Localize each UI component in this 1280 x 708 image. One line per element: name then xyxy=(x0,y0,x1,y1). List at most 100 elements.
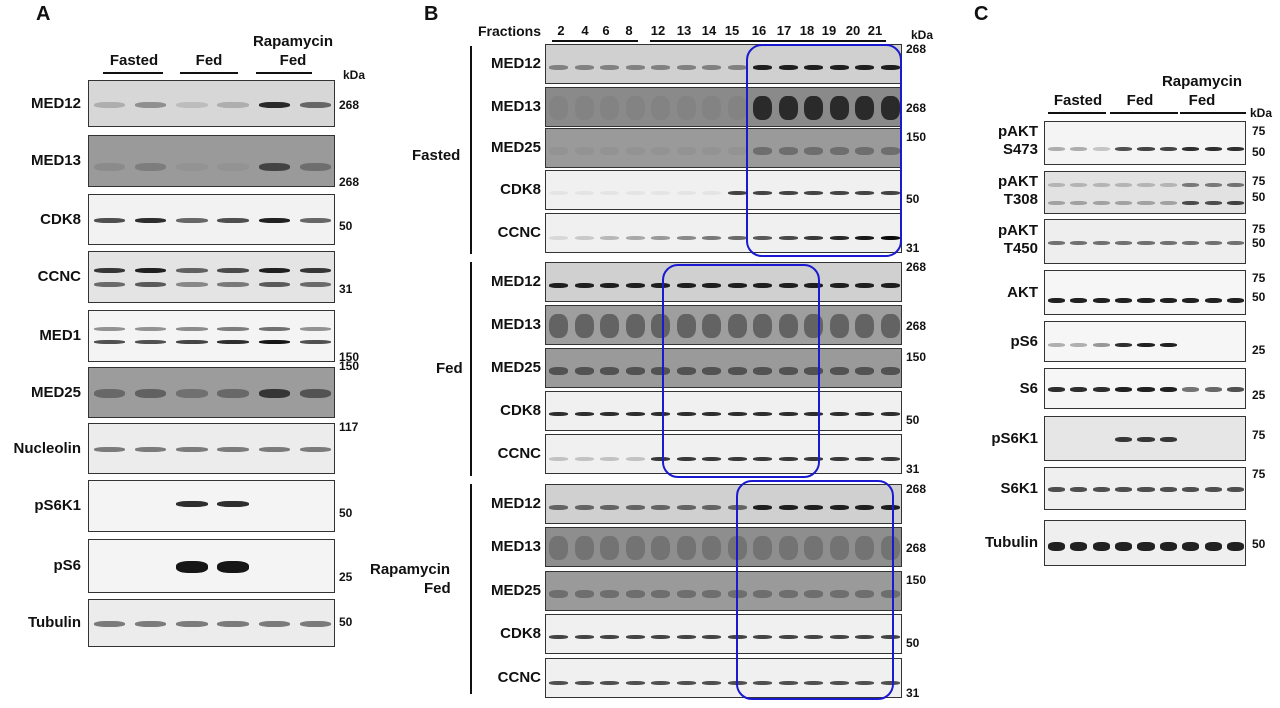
panel-c-group-fed: Fed xyxy=(1126,92,1154,109)
band xyxy=(1092,387,1110,392)
band xyxy=(855,457,875,461)
panel-b-fraction-number: 20 xyxy=(845,23,861,38)
band xyxy=(258,218,290,223)
band xyxy=(829,282,849,288)
panel-b-blot-image xyxy=(545,348,902,388)
band xyxy=(727,64,747,70)
band xyxy=(855,536,875,560)
band xyxy=(753,504,773,510)
band xyxy=(753,96,773,120)
band xyxy=(1137,240,1155,245)
band xyxy=(753,635,773,639)
panel-b-condition-bracket xyxy=(470,262,472,476)
panel-c-marker: 75 xyxy=(1252,271,1266,285)
band xyxy=(600,314,620,338)
band xyxy=(651,635,671,639)
band xyxy=(217,389,249,398)
band xyxy=(93,621,126,627)
band xyxy=(574,635,594,639)
band xyxy=(676,236,696,240)
band xyxy=(1115,200,1133,205)
band xyxy=(1182,541,1200,551)
band xyxy=(217,281,249,287)
band xyxy=(778,536,798,560)
band xyxy=(702,635,722,639)
panel-b-fraction-number: 14 xyxy=(701,23,717,38)
band xyxy=(135,218,167,223)
band xyxy=(778,635,798,639)
band xyxy=(1115,182,1133,187)
panel-b-marker: 50 xyxy=(906,192,920,206)
band xyxy=(549,236,569,240)
panel-c-blot-image xyxy=(1044,270,1246,315)
band xyxy=(676,96,696,120)
band xyxy=(135,101,167,108)
band xyxy=(778,681,798,685)
band xyxy=(600,236,620,240)
band xyxy=(1227,541,1245,551)
band xyxy=(1047,297,1065,303)
band xyxy=(258,340,290,345)
band xyxy=(1070,182,1088,187)
band xyxy=(1115,437,1133,442)
panel-a-marker: 50 xyxy=(339,505,353,520)
panel-b-marker: 268 xyxy=(906,319,927,333)
panel-c-blot-image xyxy=(1044,368,1246,409)
band xyxy=(753,64,773,70)
band xyxy=(1182,487,1200,492)
band xyxy=(1047,182,1065,187)
band xyxy=(1115,487,1133,492)
band xyxy=(651,681,671,685)
panel-c-blot-label-l1: pAKT xyxy=(998,221,1038,239)
band xyxy=(574,681,594,685)
band xyxy=(1092,240,1110,245)
band xyxy=(176,101,208,108)
band xyxy=(753,457,773,461)
panel-c-marker: 50 xyxy=(1252,189,1266,204)
band xyxy=(549,191,569,195)
band xyxy=(676,412,696,416)
panel-c-blot-image xyxy=(1044,321,1246,362)
panel-b-blot-label: CDK8 xyxy=(500,402,541,419)
band xyxy=(574,191,594,195)
panel-a-marker: 150 xyxy=(339,350,360,365)
panel-a-blot-image xyxy=(88,194,335,245)
band xyxy=(702,681,722,685)
band xyxy=(1227,297,1245,303)
band xyxy=(1159,487,1177,492)
band xyxy=(1182,240,1200,245)
panel-b-blot-image xyxy=(545,391,902,431)
panel-b-fraction-number: 15 xyxy=(724,23,740,38)
panel-c-group-underline xyxy=(1110,112,1178,114)
band xyxy=(676,635,696,639)
panel-b-blot-label: MED12 xyxy=(490,273,541,290)
band xyxy=(727,282,747,288)
panel-b-blot-image xyxy=(545,87,902,127)
band xyxy=(829,314,849,338)
panel-b-blot-label: MED12 xyxy=(490,55,541,72)
band xyxy=(1092,342,1110,347)
panel-b-blot-image xyxy=(545,434,902,474)
band xyxy=(702,504,722,510)
band xyxy=(702,536,722,560)
band xyxy=(1204,387,1222,392)
band xyxy=(753,236,773,240)
band xyxy=(829,412,849,416)
panel-a-kda-label: kDa xyxy=(343,68,366,82)
band xyxy=(778,282,798,288)
panel-a-marker: 150 xyxy=(339,359,360,373)
panel-c-letter: C xyxy=(974,3,989,25)
band xyxy=(625,681,645,685)
panel-b-blot-image xyxy=(545,44,902,84)
band xyxy=(1047,240,1065,245)
band xyxy=(217,340,249,345)
band xyxy=(829,504,849,510)
band xyxy=(855,681,875,685)
band xyxy=(258,327,290,332)
panel-b-marker: 268 xyxy=(906,101,927,115)
band xyxy=(804,536,824,560)
band xyxy=(1227,240,1245,245)
band xyxy=(880,412,900,416)
band xyxy=(1159,297,1177,303)
band xyxy=(176,327,208,332)
